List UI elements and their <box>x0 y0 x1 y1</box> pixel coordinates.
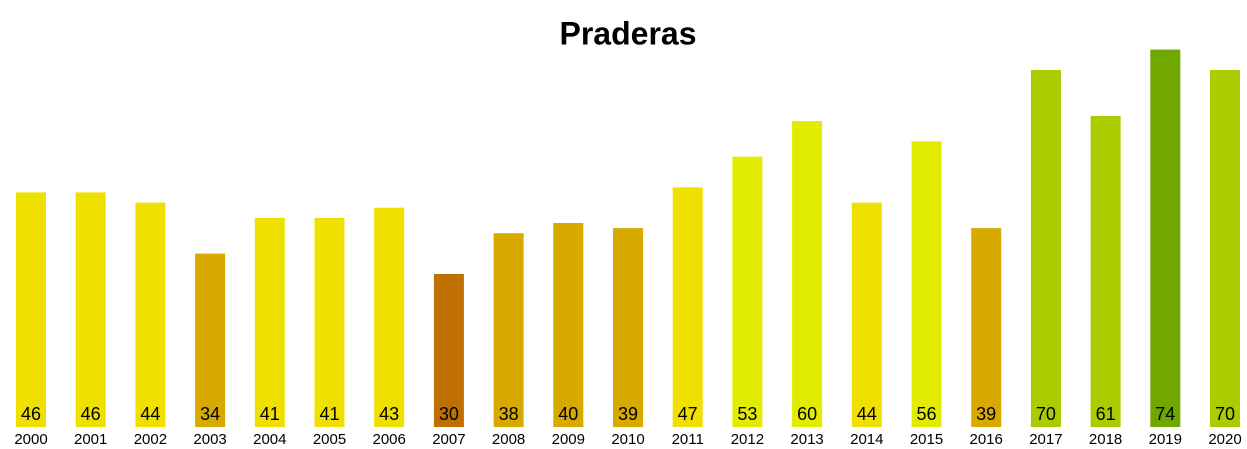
value-label: 46 <box>81 404 101 424</box>
x-tick-label: 2015 <box>910 431 943 448</box>
bar <box>1030 70 1061 427</box>
value-label: 53 <box>737 404 757 424</box>
x-tick-label: 2012 <box>731 431 764 448</box>
value-label: 38 <box>499 404 519 424</box>
value-label: 39 <box>618 404 638 424</box>
x-tick-label: 2017 <box>1029 431 1062 448</box>
bar <box>195 253 226 427</box>
x-tick-label: 2008 <box>492 431 525 448</box>
value-label: 74 <box>1155 404 1175 424</box>
bar <box>672 187 703 427</box>
bar <box>135 202 166 427</box>
bar <box>254 217 285 427</box>
value-label: 43 <box>379 404 399 424</box>
x-tick-label: 2002 <box>134 431 167 448</box>
bar <box>374 207 405 427</box>
bar <box>971 228 1002 427</box>
x-tick-label: 2004 <box>253 431 286 448</box>
x-tick-label: 2016 <box>970 431 1003 448</box>
value-label: 44 <box>857 404 877 424</box>
x-tick-label: 2014 <box>850 431 883 448</box>
bar <box>314 217 345 427</box>
x-tick-label: 2018 <box>1089 431 1122 448</box>
x-tick-label: 2009 <box>552 431 585 448</box>
x-tick-label: 2011 <box>672 431 704 448</box>
bar <box>792 121 823 427</box>
value-label: 47 <box>678 404 698 424</box>
bar <box>433 274 464 427</box>
value-label: 60 <box>797 404 817 424</box>
x-tick-label: 2005 <box>313 431 346 448</box>
value-label: 41 <box>319 404 339 424</box>
bar <box>613 228 643 427</box>
value-label: 44 <box>140 404 160 424</box>
bar <box>493 233 524 427</box>
x-tick-label: 2010 <box>611 431 644 448</box>
value-label: 40 <box>558 404 578 424</box>
value-label: 34 <box>200 404 220 424</box>
value-label: 70 <box>1036 404 1056 424</box>
bar <box>16 192 46 427</box>
bar <box>851 202 882 427</box>
x-tick-label: 2013 <box>790 431 823 448</box>
bar <box>1210 70 1240 427</box>
x-tick-label: 2006 <box>373 431 406 448</box>
value-label: 70 <box>1215 404 1235 424</box>
bar <box>911 141 942 427</box>
bar <box>1150 49 1181 427</box>
value-label: 56 <box>916 404 936 424</box>
bar <box>553 223 584 427</box>
x-tick-label: 2019 <box>1149 431 1182 448</box>
x-tick-label: 2020 <box>1208 431 1241 448</box>
bar <box>1090 115 1121 428</box>
value-label: 61 <box>1096 404 1116 424</box>
x-tick-label: 2001 <box>74 431 107 448</box>
value-label: 30 <box>439 404 459 424</box>
value-label: 46 <box>21 404 41 424</box>
value-label: 41 <box>260 404 280 424</box>
bar <box>75 192 106 427</box>
chart-title: Praderas <box>560 15 697 51</box>
value-label: 39 <box>976 404 996 424</box>
x-tick-label: 2000 <box>14 431 47 448</box>
x-tick-label: 2003 <box>193 431 226 448</box>
bar <box>732 156 763 427</box>
x-tick-label: 2007 <box>432 431 465 448</box>
